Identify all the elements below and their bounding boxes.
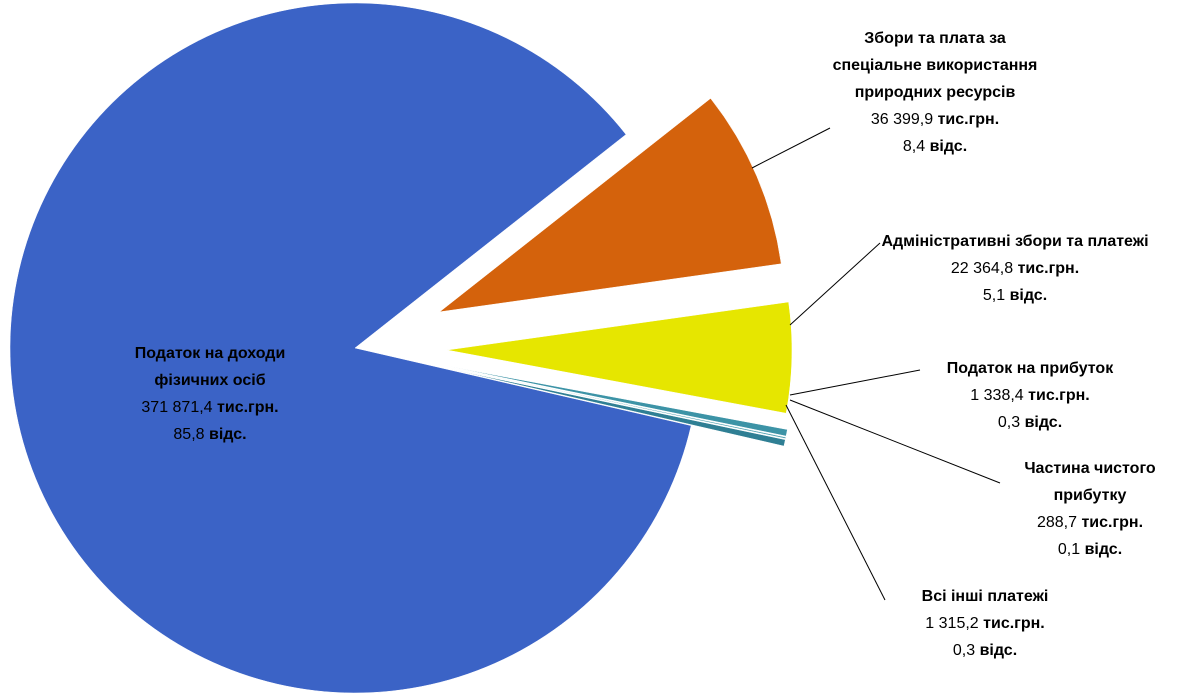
label-text: 22 364,8: [950, 260, 1014, 277]
label-text: тис.грн.: [937, 111, 1000, 128]
leader-line: [789, 399, 1001, 484]
label-text: 5,1: [982, 287, 1006, 304]
leader-line: [751, 127, 831, 169]
label-text: 1 338,4: [970, 387, 1024, 404]
category-name: Збори та плата за спеціальне використанн…: [832, 30, 1038, 101]
label-text: 36 399,9: [870, 111, 934, 128]
category-name: Податок на доходи фізичних осіб: [134, 345, 286, 389]
label-text: тис.грн.: [983, 615, 1045, 632]
leader-line: [789, 369, 921, 396]
pie-slice: [446, 301, 793, 414]
label-text: 0,3: [952, 642, 976, 659]
label-text: відс.: [979, 642, 1018, 659]
label-text: тис.грн.: [217, 399, 279, 416]
pie-slice: [447, 367, 787, 439]
category-name: Всі інші платежі: [921, 588, 1049, 605]
label-text: тис.грн.: [1081, 514, 1144, 531]
label-text: 85,8: [173, 426, 205, 443]
label-text: 1 315,2: [925, 615, 979, 632]
label-text: відс.: [1084, 541, 1123, 558]
leader-line: [785, 404, 886, 601]
pie-slice: [447, 368, 786, 447]
label-text: відс.: [929, 138, 968, 155]
category-name: Податок на прибуток: [946, 360, 1114, 377]
label-text: 288,7: [1036, 514, 1078, 531]
pie-slice: [9, 2, 692, 694]
label-text: відс.: [1024, 414, 1063, 431]
slice-label: Збори та плата за спеціальне використанн…: [820, 25, 1050, 160]
slice-label: Адміністративні збори та платежі 22 364,8…: [875, 228, 1155, 309]
label-text: 371 871,4: [141, 399, 213, 416]
category-name: Адміністративні збори та платежі: [881, 233, 1149, 250]
label-text: 0,3: [997, 414, 1021, 431]
pie-slice: [448, 366, 788, 437]
label-text: тис.грн.: [1028, 387, 1090, 404]
label-text: тис.грн.: [1017, 260, 1080, 277]
slice-label: Всі інші платежі 1 315,2 тис.грн. 0,3 відс…: [870, 583, 1100, 664]
leader-line: [789, 242, 881, 326]
category-name: Частина чистого прибутку: [1024, 460, 1156, 504]
label-text: 8,4: [902, 138, 926, 155]
slice-label: Податок на прибуток 1 338,4 тис.грн. 0,3 в…: [910, 355, 1150, 436]
label-text: відс.: [209, 426, 247, 443]
slice-label: Частина чистого прибутку 288,7 тис.грн. 0,…: [990, 455, 1177, 563]
slice-label: Податок на доходи фізичних осіб 371 871,4…: [100, 340, 320, 448]
label-text: 0,1: [1057, 541, 1081, 558]
pie-slice: [438, 98, 782, 313]
label-text: відс.: [1009, 287, 1048, 304]
